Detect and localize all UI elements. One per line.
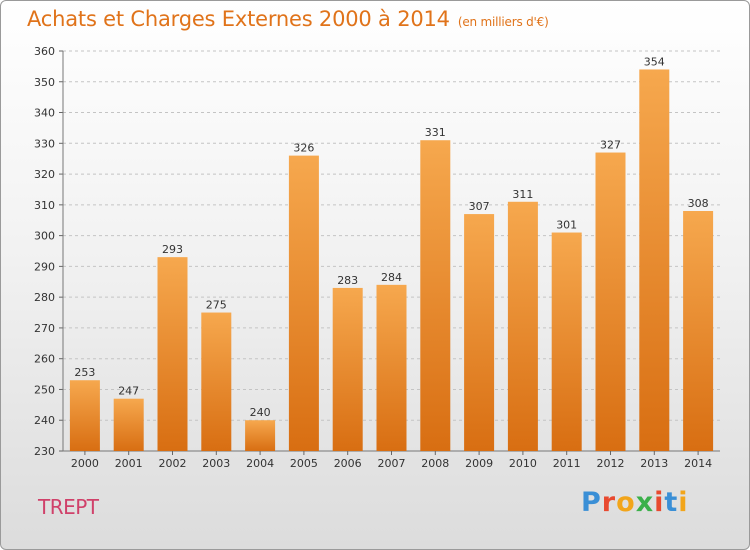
y-tick-label: 250 xyxy=(34,383,55,396)
logo-letter: i xyxy=(678,487,689,518)
bar-2000[interactable] xyxy=(69,380,100,451)
commune-name: TREPT xyxy=(38,495,99,519)
value-label: 326 xyxy=(293,142,314,155)
x-tick-label: 2003 xyxy=(202,457,230,470)
bar-2005[interactable] xyxy=(288,155,319,451)
y-tick-label: 360 xyxy=(34,45,55,58)
x-tick-label: 2013 xyxy=(640,457,668,470)
x-tick-label: 2002 xyxy=(159,457,187,470)
bar-2011[interactable] xyxy=(551,232,582,451)
y-tick-label: 230 xyxy=(34,445,55,458)
value-label: 240 xyxy=(250,406,271,419)
x-tick-label: 2010 xyxy=(509,457,537,470)
y-tick-label: 300 xyxy=(34,230,55,243)
bar-2014[interactable] xyxy=(683,211,714,451)
x-tick-labels: 2000 2001 2002 2003 2004 2005 2006 2007 2008 2009… xyxy=(71,457,712,470)
bar-2002[interactable] xyxy=(157,257,188,451)
x-tick-label: 2011 xyxy=(553,457,581,470)
y-tick-label: 260 xyxy=(34,353,55,366)
bar-2009[interactable] xyxy=(464,214,495,451)
value-label: 253 xyxy=(74,366,95,379)
y-tick-label: 240 xyxy=(34,414,55,427)
logo-letter: r xyxy=(601,487,617,518)
y-tick-label: 340 xyxy=(34,107,55,120)
bar-2007[interactable] xyxy=(376,284,407,451)
y-tick-label: 320 xyxy=(34,168,55,181)
y-tick-label: 350 xyxy=(34,76,55,89)
chart-subtitle: (en milliers d'€) xyxy=(457,15,549,29)
bar-2008[interactable] xyxy=(420,140,451,451)
bar-2013[interactable] xyxy=(639,69,670,451)
x-tick-label: 2001 xyxy=(115,457,143,470)
value-label: 283 xyxy=(337,274,358,287)
proxiti-logo[interactable]: Proxiti xyxy=(581,487,689,518)
value-label: 354 xyxy=(644,55,665,68)
value-label: 247 xyxy=(118,385,139,398)
value-label: 275 xyxy=(206,299,227,312)
x-tick-label: 2005 xyxy=(290,457,318,470)
chart-title: Achats et Charges Externes 2000 à 2014 (e… xyxy=(27,7,549,31)
data-labels: 253 247 293 275 240 326 283 284 331 307 311 301 327 3… xyxy=(74,55,708,419)
logo-letter: P xyxy=(581,487,602,518)
value-label: 301 xyxy=(556,219,577,232)
bar-2001[interactable] xyxy=(113,398,144,451)
value-label: 327 xyxy=(600,139,621,152)
chart-title-text: Achats et Charges Externes 2000 à 2014 xyxy=(27,7,450,31)
logo-letter: o xyxy=(616,487,636,518)
x-tick-label: 2000 xyxy=(71,457,99,470)
y-tick-label: 280 xyxy=(34,291,55,304)
x-tick-label: 2007 xyxy=(378,457,406,470)
value-label: 311 xyxy=(512,188,533,201)
y-tick-label: 270 xyxy=(34,322,55,335)
bar-2012[interactable] xyxy=(595,152,626,452)
logo-letter: t xyxy=(664,487,679,518)
bar-2010[interactable] xyxy=(507,201,538,451)
bars xyxy=(69,69,714,452)
y-tick-label: 330 xyxy=(34,137,55,150)
x-tick-label: 2004 xyxy=(246,457,274,470)
value-label: 331 xyxy=(425,126,446,139)
x-tick-label: 2014 xyxy=(684,457,712,470)
y-tick-label: 310 xyxy=(34,199,55,212)
y-tick-labels: 230 240 250 260 270 280 290 300 310 320 330 340 350 3… xyxy=(34,45,55,458)
y-tick-label: 290 xyxy=(34,260,55,273)
value-label: 307 xyxy=(469,200,490,213)
value-label: 293 xyxy=(162,243,183,256)
bar-2003[interactable] xyxy=(201,312,232,451)
logo-letter: i xyxy=(654,487,665,518)
x-tick-label: 2008 xyxy=(421,457,449,470)
bar-2004[interactable] xyxy=(245,420,276,451)
value-label: 308 xyxy=(688,197,709,210)
value-label: 284 xyxy=(381,271,402,284)
logo-letter: x xyxy=(635,487,655,518)
bar-2006[interactable] xyxy=(332,287,363,451)
x-tick-label: 2009 xyxy=(465,457,493,470)
x-tick-label: 2006 xyxy=(334,457,362,470)
x-tick-label: 2012 xyxy=(597,457,625,470)
